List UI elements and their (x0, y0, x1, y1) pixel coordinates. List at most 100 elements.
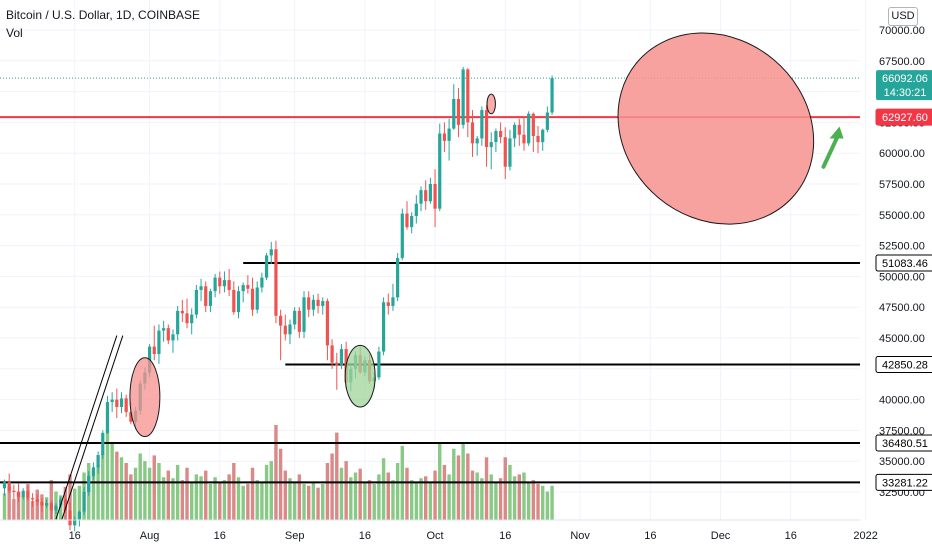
trend-line[interactable] (55, 335, 118, 520)
volume-bar (124, 463, 128, 520)
candle-body (166, 328, 170, 341)
volume-indicator-label[interactable]: Vol (6, 26, 23, 40)
candle-body (157, 330, 161, 355)
volume-bar (405, 467, 409, 520)
candle-body (218, 277, 222, 287)
volume-bar (349, 477, 353, 520)
candle-body (381, 302, 386, 352)
time-tick-label: 2022 (853, 530, 877, 542)
trend-line-parallel[interactable] (61, 335, 124, 520)
candle-body (204, 286, 208, 306)
candle-body (400, 213, 404, 258)
candle-body (302, 297, 306, 332)
candle-body (54, 505, 58, 511)
volume-bar (152, 455, 156, 520)
candle-body (12, 490, 16, 492)
volume-bar (339, 467, 344, 520)
annotation-ellipse-red-aug[interactable] (129, 357, 161, 438)
time-tick-label: 16 (499, 530, 511, 542)
currency-button[interactable]: USD (888, 7, 918, 26)
volume-bar (77, 485, 82, 520)
time-axis[interactable]: 16 Aug 16 Sep 16 Oct 16 Nov 16 Dec 16 2022 (69, 530, 878, 542)
volume-bar (545, 491, 550, 520)
candle-body (152, 346, 156, 355)
candle-body (396, 257, 400, 298)
volume-bar (30, 501, 35, 520)
candle-body (321, 301, 325, 306)
volume-bar (442, 464, 447, 520)
candle-body (339, 349, 344, 366)
candle-body (410, 216, 414, 228)
svg-text:62927.60: 62927.60 (882, 112, 928, 124)
svg-text:51083.46: 51083.46 (882, 258, 928, 270)
volume-bar (307, 485, 311, 520)
volume-bar (419, 478, 423, 520)
volume-bar (199, 476, 203, 520)
volume-bar (26, 483, 30, 520)
candle-body (255, 287, 259, 310)
price-tick-label: 67500.00 (879, 56, 925, 68)
volume-bar (512, 476, 517, 520)
volume-bar (180, 480, 185, 520)
candle-body (59, 499, 63, 506)
candle-body (35, 499, 39, 502)
candle-body (424, 190, 428, 202)
time-tick-label: 16 (644, 530, 656, 542)
annotation-ellipse-green-sep[interactable] (344, 344, 376, 408)
volume-bar (161, 477, 166, 520)
volume-bar (503, 457, 507, 520)
volume-bar (269, 461, 273, 520)
annotation-ellipse-small-top[interactable] (486, 93, 496, 115)
volume-bar (204, 470, 208, 520)
volume-bar (494, 482, 498, 520)
candle-body (82, 492, 86, 512)
price-tick-label: 50000.00 (879, 271, 925, 283)
volume-bar (246, 483, 250, 520)
candle-body (330, 345, 334, 363)
volume-bar (241, 485, 245, 520)
candle-body (484, 110, 489, 148)
forecast-arrow-shaft[interactable] (821, 134, 840, 169)
volume-bar (49, 480, 53, 520)
volume-bar (526, 482, 531, 520)
volume-bar (517, 474, 521, 520)
volume-bar (194, 474, 199, 520)
candle-body (250, 288, 255, 310)
candle-body (222, 280, 227, 287)
svg-text:66092.06: 66092.06 (882, 73, 928, 85)
volume-bar (218, 482, 222, 520)
volume-bar (489, 474, 493, 520)
candle-body (475, 138, 479, 144)
candle-body (297, 310, 301, 332)
drawings[interactable] (55, 0, 853, 520)
candle-body (105, 402, 110, 433)
time-tick-label: Dec (711, 530, 731, 542)
candles (2, 66, 554, 532)
volume-bar (213, 477, 217, 520)
candle-body (176, 310, 180, 335)
candle-body (16, 492, 21, 497)
volume-bar (175, 464, 180, 520)
time-tick-label: Aug (140, 530, 160, 542)
price-tick-label: 55000.00 (879, 210, 925, 222)
volume-bar (386, 472, 390, 520)
candle-body (311, 299, 315, 310)
volume-bar (157, 463, 161, 520)
candle-body (461, 69, 465, 125)
candle-body (307, 297, 311, 310)
annotation-ellipse-forecast[interactable] (579, 0, 852, 264)
candle-body (246, 285, 250, 289)
volume-bar (470, 470, 475, 520)
candle-body (489, 142, 493, 148)
volume-bar (381, 458, 386, 520)
candle-body (129, 411, 133, 422)
volume-bar (480, 478, 484, 520)
candle-body (21, 490, 25, 497)
candle-body (2, 482, 7, 489)
candle-body (508, 138, 512, 167)
candle-body (513, 124, 517, 139)
last-price-badge: 66092.06 14:30:21 (876, 70, 932, 101)
candle-body (96, 455, 100, 468)
candle-body (470, 122, 475, 144)
